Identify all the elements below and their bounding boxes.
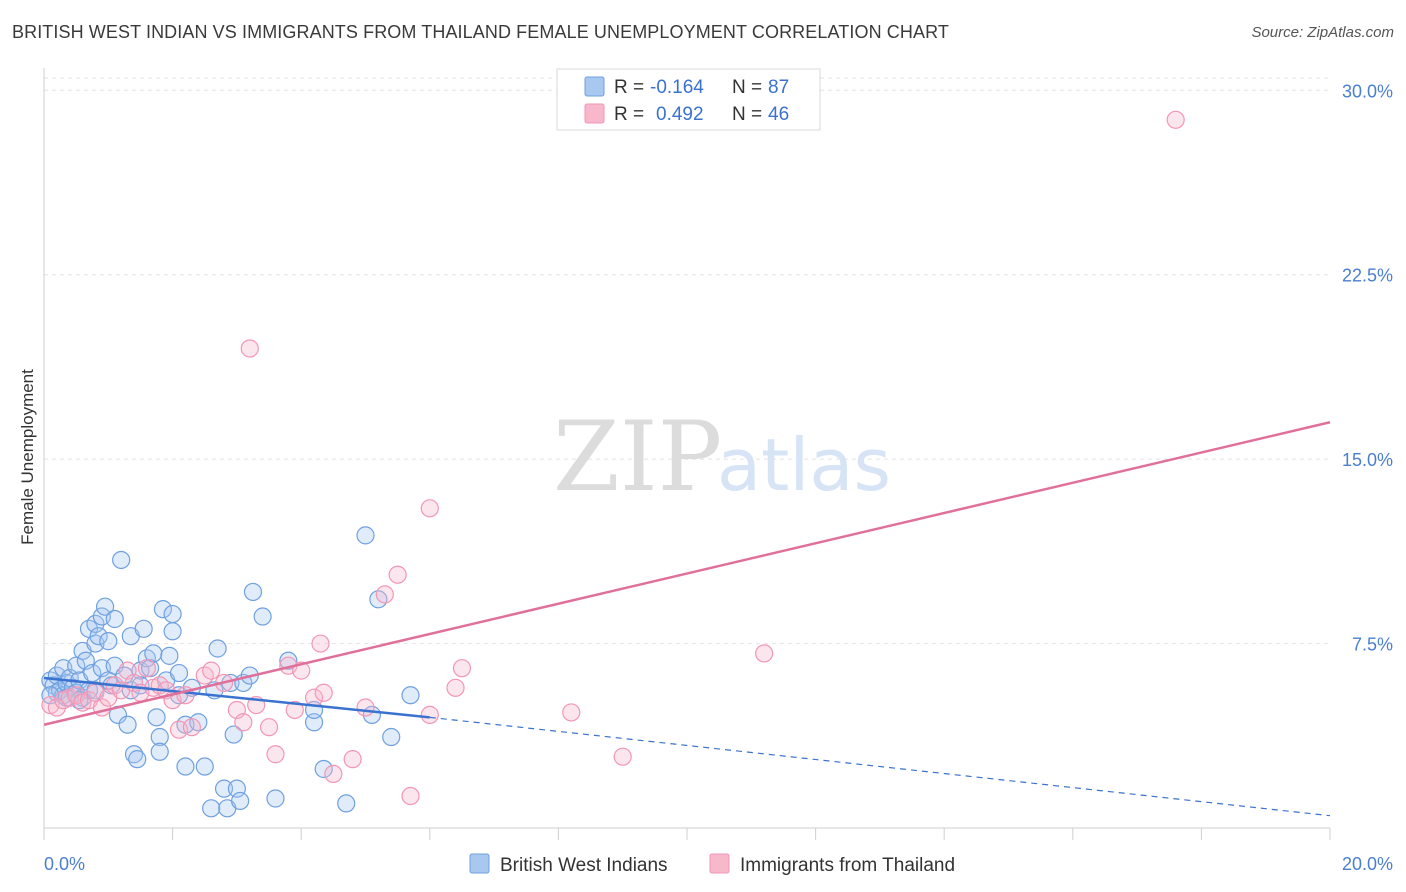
point-british-west-indians <box>214 779 234 798</box>
legend-n-value-2: 46 <box>768 104 789 125</box>
point-immigrants-thailand <box>137 659 156 678</box>
point-immigrants-thailand <box>388 565 407 584</box>
point-immigrants-thailand <box>375 585 394 604</box>
y-tick-labels: 7.5% 15.0% 22.5% 30.0% <box>1342 81 1393 654</box>
point-british-west-indians <box>147 708 166 727</box>
bottom-legend-label-2: Immigrants from Thailand <box>740 855 955 876</box>
legend-swatch-blue <box>584 76 605 97</box>
chart-title: BRITISH WEST INDIAN VS IMMIGRANTS FROM T… <box>12 22 949 42</box>
point-british-west-indians <box>124 745 144 764</box>
point-british-west-indians <box>195 757 214 776</box>
y-axis-label: Female Unemployment <box>18 369 37 545</box>
point-british-west-indians <box>160 646 179 665</box>
point-british-west-indians <box>150 742 169 761</box>
point-immigrants-thailand <box>446 678 465 697</box>
point-immigrants-thailand <box>613 747 632 766</box>
point-immigrants-thailand <box>234 713 253 732</box>
trend-line-british-west-indians <box>43 676 430 719</box>
legend-r-value-1: -0.164 <box>650 77 704 98</box>
watermark-zip: ZIP <box>553 401 722 513</box>
point-immigrants-thailand <box>259 718 279 737</box>
point-immigrants-thailand <box>324 764 343 784</box>
y-tick-label: 15.0% <box>1342 450 1393 470</box>
legend-r-value-2: 0.492 <box>656 104 704 125</box>
point-immigrants-thailand <box>240 339 259 358</box>
point-british-west-indians <box>153 600 173 619</box>
point-british-west-indians <box>314 759 333 779</box>
correlation-legend: R = -0.164 N = 87 R = 0.492 N = 46 <box>556 68 821 131</box>
point-immigrants-thailand <box>420 499 439 518</box>
point-immigrants-thailand <box>285 700 304 720</box>
source-label: Source: ZipAtlas.com <box>1251 24 1394 41</box>
point-british-west-indians <box>128 750 147 769</box>
y-tick-label: 30.0% <box>1342 81 1393 101</box>
trend-line-immigrants-thailand <box>43 421 1331 726</box>
point-british-west-indians <box>169 663 189 683</box>
point-british-west-indians <box>118 715 137 734</box>
point-british-west-indians <box>401 686 420 705</box>
point-british-west-indians <box>382 727 401 747</box>
point-immigrants-thailand <box>452 659 472 678</box>
watermark: ZIP atlas <box>553 401 891 513</box>
point-british-west-indians <box>99 632 118 651</box>
x-tick-label-min: 0.0% <box>44 854 85 874</box>
point-british-west-indians <box>202 799 221 818</box>
point-immigrants-thailand <box>562 703 581 722</box>
point-british-west-indians <box>224 725 243 744</box>
point-immigrants-thailand <box>202 661 221 680</box>
point-immigrants-thailand <box>311 634 330 653</box>
y-tick-label: 7.5% <box>1352 635 1393 655</box>
bottom-legend-swatch-blue <box>469 853 490 874</box>
point-british-west-indians <box>337 794 356 813</box>
point-british-west-indians <box>176 757 195 776</box>
point-british-west-indians <box>163 604 182 624</box>
point-immigrants-thailand <box>314 683 333 702</box>
y-tick-label: 22.5% <box>1342 266 1393 286</box>
legend-n-label-1: N = <box>732 77 762 98</box>
point-immigrants-thailand <box>343 750 362 769</box>
point-immigrants-thailand <box>401 786 420 806</box>
point-immigrants-thailand <box>1166 110 1185 129</box>
legend-r-label-1: R = <box>614 77 644 98</box>
legend-n-label-2: N = <box>732 104 762 125</box>
legend-r-label-2: R = <box>614 104 644 125</box>
bottom-legend-label-1: British West Indians <box>500 855 668 876</box>
trend-line-british-west-indians-extrapolated <box>429 716 1331 817</box>
point-british-west-indians <box>134 619 153 638</box>
point-british-west-indians <box>105 609 124 629</box>
legend-swatch-pink <box>584 103 605 124</box>
point-british-west-indians <box>95 597 115 616</box>
point-british-west-indians <box>83 663 102 683</box>
point-british-west-indians <box>266 789 285 808</box>
point-british-west-indians <box>112 550 131 570</box>
point-immigrants-thailand <box>182 718 201 737</box>
point-immigrants-thailand <box>356 698 375 717</box>
legend-n-value-1: 87 <box>768 77 789 98</box>
point-immigrants-thailand <box>420 705 439 724</box>
x-tick-label-max: 20.0% <box>1342 854 1393 874</box>
point-british-west-indians <box>243 582 263 602</box>
point-immigrants-thailand <box>266 745 285 764</box>
point-british-west-indians <box>150 727 169 747</box>
grid-lines <box>44 77 1330 645</box>
point-british-west-indians <box>356 526 375 545</box>
trend-lines <box>43 421 1331 817</box>
series-legend: British West Indians Immigrants from Tha… <box>469 853 955 876</box>
point-british-west-indians <box>208 639 227 658</box>
watermark-atlas: atlas <box>717 423 891 507</box>
point-british-west-indians <box>163 622 182 641</box>
point-british-west-indians <box>89 627 108 646</box>
point-immigrants-thailand <box>755 644 774 663</box>
point-british-west-indians <box>231 791 250 811</box>
bottom-legend-swatch-pink <box>709 853 730 874</box>
point-british-west-indians <box>253 607 272 626</box>
point-immigrants-thailand <box>47 698 66 717</box>
